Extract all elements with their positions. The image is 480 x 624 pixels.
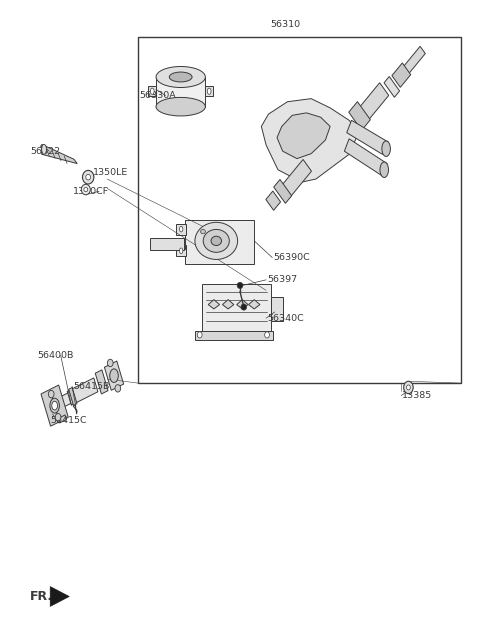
Ellipse shape — [203, 230, 229, 252]
Ellipse shape — [180, 248, 183, 253]
Polygon shape — [195, 331, 273, 340]
Polygon shape — [95, 370, 108, 394]
Polygon shape — [344, 139, 387, 176]
Ellipse shape — [50, 398, 60, 413]
Bar — [138, 37, 461, 383]
Polygon shape — [44, 391, 65, 421]
Ellipse shape — [110, 369, 118, 383]
Polygon shape — [202, 284, 271, 331]
Ellipse shape — [156, 97, 205, 116]
Ellipse shape — [156, 67, 205, 87]
Ellipse shape — [264, 332, 269, 338]
Polygon shape — [156, 77, 205, 107]
Ellipse shape — [241, 304, 247, 310]
Polygon shape — [69, 388, 77, 406]
Polygon shape — [384, 77, 400, 97]
Ellipse shape — [195, 222, 238, 260]
Polygon shape — [50, 587, 69, 607]
Ellipse shape — [48, 391, 54, 398]
Ellipse shape — [115, 384, 120, 392]
Polygon shape — [41, 385, 68, 426]
Polygon shape — [277, 113, 330, 158]
Ellipse shape — [52, 401, 58, 410]
Polygon shape — [42, 144, 77, 163]
Polygon shape — [176, 223, 186, 235]
Polygon shape — [347, 120, 388, 154]
Ellipse shape — [237, 282, 243, 288]
Polygon shape — [148, 86, 156, 95]
Polygon shape — [349, 102, 371, 130]
Ellipse shape — [201, 230, 205, 234]
Ellipse shape — [55, 414, 61, 421]
Text: 13385: 13385 — [402, 391, 432, 400]
Text: 56322: 56322 — [30, 147, 60, 156]
Polygon shape — [280, 160, 312, 198]
Polygon shape — [48, 383, 91, 414]
Polygon shape — [237, 300, 248, 309]
Polygon shape — [182, 242, 185, 249]
Polygon shape — [359, 83, 389, 120]
Ellipse shape — [211, 236, 221, 245]
Polygon shape — [274, 180, 292, 203]
Polygon shape — [59, 415, 66, 423]
Ellipse shape — [83, 170, 94, 184]
Polygon shape — [176, 242, 179, 249]
Ellipse shape — [81, 184, 90, 195]
Polygon shape — [67, 378, 98, 405]
Polygon shape — [173, 242, 175, 249]
Ellipse shape — [42, 144, 47, 154]
Polygon shape — [222, 300, 234, 309]
Polygon shape — [205, 86, 213, 95]
Ellipse shape — [197, 332, 202, 338]
Text: 56415C: 56415C — [50, 416, 87, 425]
Ellipse shape — [86, 174, 91, 180]
Polygon shape — [169, 242, 172, 249]
Polygon shape — [249, 300, 260, 309]
Text: 1360CF: 1360CF — [73, 187, 109, 196]
Polygon shape — [208, 300, 219, 309]
Polygon shape — [159, 242, 162, 249]
Ellipse shape — [180, 227, 183, 232]
Polygon shape — [166, 242, 168, 249]
Polygon shape — [271, 296, 283, 321]
Ellipse shape — [84, 187, 88, 192]
Text: 56390C: 56390C — [273, 253, 310, 262]
Text: 56310: 56310 — [270, 20, 300, 29]
Text: 56397: 56397 — [267, 275, 297, 285]
Ellipse shape — [207, 88, 211, 94]
Ellipse shape — [407, 385, 410, 390]
Text: FR.: FR. — [30, 590, 53, 603]
Polygon shape — [185, 220, 254, 264]
Polygon shape — [163, 242, 165, 249]
Text: 56400B: 56400B — [37, 351, 73, 360]
Ellipse shape — [382, 141, 390, 157]
Text: 56330A: 56330A — [139, 91, 176, 100]
Polygon shape — [179, 242, 181, 249]
Ellipse shape — [169, 72, 192, 82]
Polygon shape — [401, 46, 425, 77]
Polygon shape — [150, 238, 184, 250]
Polygon shape — [266, 191, 281, 210]
Ellipse shape — [150, 88, 154, 94]
Text: 56340C: 56340C — [267, 314, 304, 323]
Polygon shape — [176, 245, 186, 256]
Polygon shape — [73, 405, 77, 414]
Ellipse shape — [380, 162, 388, 177]
Text: 1350LE: 1350LE — [93, 168, 128, 177]
Ellipse shape — [404, 381, 413, 394]
Text: 56415B: 56415B — [73, 382, 109, 391]
Polygon shape — [392, 63, 411, 87]
Ellipse shape — [108, 359, 113, 367]
Polygon shape — [261, 99, 359, 182]
Polygon shape — [105, 361, 124, 391]
